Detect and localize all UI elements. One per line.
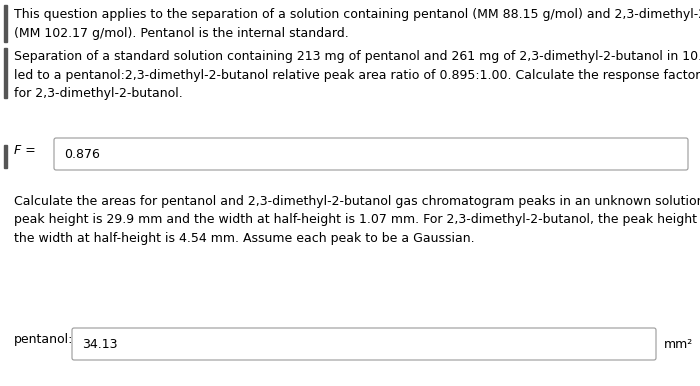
FancyBboxPatch shape [54, 138, 688, 170]
Bar [4, 145, 6, 168]
Bar [4, 5, 6, 42]
Text: Separation of a standard solution containing 213 mg of pentanol and 261 mg of 2,: Separation of a standard solution contai… [14, 50, 700, 100]
Text: mm²: mm² [664, 337, 693, 350]
Text: pentanol:: pentanol: [14, 334, 74, 347]
Text: Calculate the areas for pentanol and 2,3-dimethyl-2-butanol gas chromatogram pea: Calculate the areas for pentanol and 2,3… [14, 195, 700, 245]
Text: 0.876: 0.876 [64, 147, 100, 161]
Text: F =: F = [14, 144, 36, 156]
FancyBboxPatch shape [72, 328, 656, 360]
Text: 34.13: 34.13 [82, 337, 118, 350]
Bar [4, 48, 6, 98]
Text: This question applies to the separation of a solution containing pentanol (MM 88: This question applies to the separation … [14, 8, 700, 39]
